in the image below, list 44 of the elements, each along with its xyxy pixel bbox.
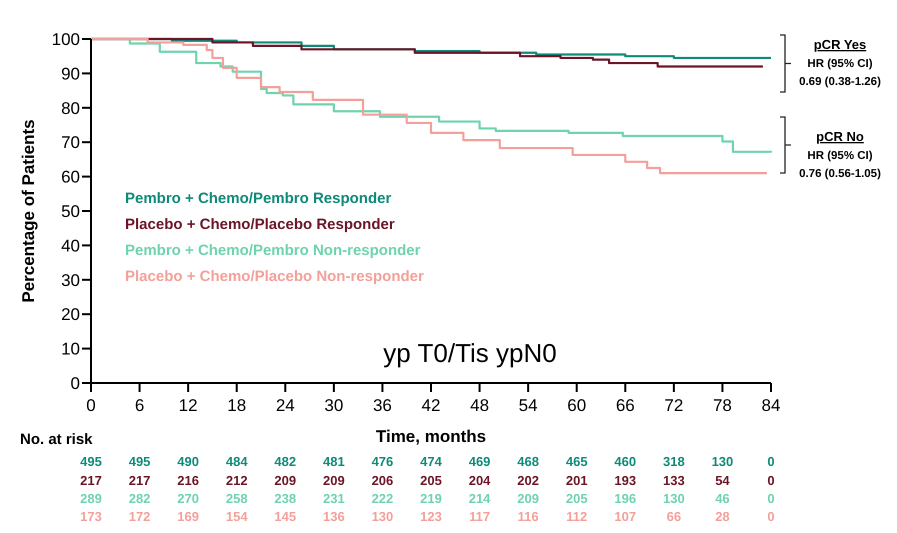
x-tick-label: 66 xyxy=(616,396,635,415)
x-tick-label: 0 xyxy=(86,396,96,415)
x-tick-label: 72 xyxy=(664,396,684,415)
text: pCR No xyxy=(816,129,864,144)
x-tick-label: 24 xyxy=(276,396,295,415)
x-tick-label: 84 xyxy=(762,396,780,415)
text: No. at risk xyxy=(20,431,94,448)
y-axis-title: Percentage of Patients xyxy=(19,119,38,303)
text: Placebo + Chemo/Placebo Non-responder xyxy=(125,268,424,285)
text: pCR Yes xyxy=(814,37,866,52)
y-tick-label: 100 xyxy=(52,30,80,49)
y-tick-label: 90 xyxy=(61,64,80,84)
text: 289 282 270 258 238 231 222 219 214 209 205 196 130 46 0 xyxy=(80,491,775,506)
text: Placebo + Chemo/Placebo Responder xyxy=(125,216,395,233)
x-tick-label: 54 xyxy=(518,396,538,415)
y-tick-label: 80 xyxy=(61,98,80,118)
text: 495 495 490 484 482 481 476 474 469 468 465 460 318 130 0 xyxy=(80,454,775,469)
y-tick-label: 20 xyxy=(61,305,80,324)
text: 173 172 169 154 145 136 130 123 117 116 112 107 66 28 0 xyxy=(80,509,775,524)
y-tick-label: 70 xyxy=(61,133,80,152)
x-tick-label: 48 xyxy=(470,396,490,415)
text: 0.76 (0.56-1.05) xyxy=(799,168,882,180)
text: Pembro + Chemo/Pembro Non-responder xyxy=(125,242,421,259)
y-tick-label: 0 xyxy=(70,374,80,393)
x-tick-label: 60 xyxy=(567,396,586,415)
text: Pembro + Chemo/Pembro Responder xyxy=(125,190,392,207)
text: HR (95% CI) xyxy=(807,150,873,162)
x-tick-label: 78 xyxy=(712,396,732,415)
x-tick-label: 42 xyxy=(422,396,440,415)
x-tick-label: 18 xyxy=(227,396,246,415)
y-tick-label: 40 xyxy=(61,236,80,256)
text: HR (95% CI) xyxy=(807,58,873,70)
x-tick-label: 36 xyxy=(372,396,392,415)
y-tick-label: 60 xyxy=(61,168,80,187)
x-tick-label: 6 xyxy=(134,396,144,415)
x-axis-title: Time, months xyxy=(376,427,486,446)
x-tick-label: 12 xyxy=(178,396,198,415)
y-tick-label: 10 xyxy=(61,340,80,359)
y-tick-label: 50 xyxy=(61,202,80,221)
text: 0.69 (0.38-1.26) xyxy=(799,76,882,88)
text: yp T0/Tis ypN0 xyxy=(383,338,557,368)
text: 217 217 216 212 209 209 206 205 204 202 201 193 133 54 0 xyxy=(80,473,775,488)
x-tick-label: 30 xyxy=(324,396,344,415)
y-tick-label: 30 xyxy=(61,270,80,290)
